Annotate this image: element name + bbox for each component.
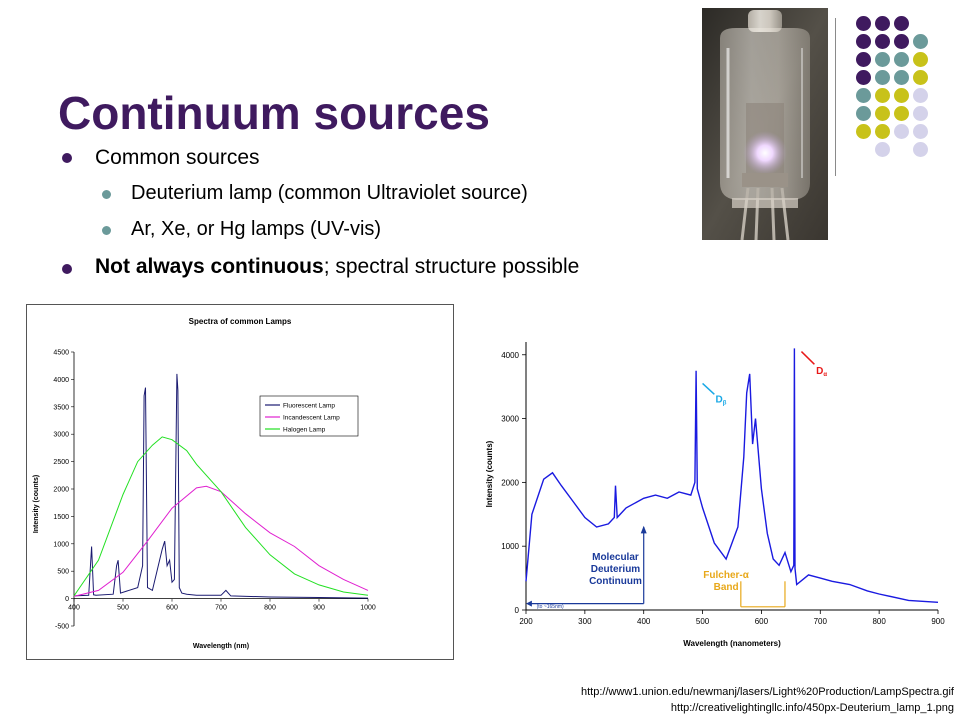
y-tick-label: 0 — [515, 606, 520, 615]
y-tick-label: 4000 — [53, 377, 69, 384]
annotation-arrow — [702, 382, 715, 395]
annotation-subscript: α — [823, 372, 827, 378]
bullet-not-continuous-rest: ; spectral structure possible — [323, 255, 580, 278]
annotation-subscript: β — [723, 401, 727, 407]
y-tick-label: 3500 — [53, 404, 69, 411]
lamp-spectra-chart: Spectra of common Lamps -500 0 500 1000 1500… — [26, 304, 454, 660]
annotation-fulcher: Band — [714, 582, 739, 593]
series-line-0 — [73, 373, 369, 599]
annotation-range-note: (to ~165nm) — [537, 604, 564, 610]
bullet-marker-icon — [62, 153, 72, 163]
series-line-0 — [525, 348, 939, 603]
source-url-2[interactable]: http://creativelightingllc.info/450px-De… — [670, 702, 954, 714]
y-tick-label: 1000 — [501, 542, 519, 551]
bullet-marker-icon — [102, 190, 111, 199]
y-axis-label: Intensity (counts) — [33, 475, 40, 533]
x-axis-label: Wavelength (nanometers) — [683, 639, 781, 648]
annotation-fulcher: Fulcher-α — [703, 570, 749, 581]
bullet-deuterium-lamp: Deuterium lamp (common Ultraviolet sourc… — [131, 182, 528, 204]
x-tick-label: 1000 — [360, 605, 376, 612]
legend-label: Incandescent Lamp — [283, 415, 340, 422]
y-tick-label: 0 — [65, 596, 69, 603]
y-tick-label: 3000 — [501, 415, 519, 424]
x-tick-label: 500 — [696, 617, 710, 626]
y-tick-label: -500 — [55, 624, 69, 631]
arrowhead-icon — [526, 600, 532, 607]
bullet-ar-xe-hg: Ar, Xe, or Hg lamps (UV-vis) — [131, 218, 382, 240]
annotation-continuum: Deuterium — [591, 564, 641, 575]
y-axis-label: Intensity (counts) — [485, 440, 494, 507]
y-tick-label: 1000 — [53, 541, 69, 548]
bullet-marker-icon — [62, 264, 72, 274]
annotation-d-beta: Dβ — [716, 395, 727, 407]
annotation-continuum: Continuum — [589, 576, 642, 587]
y-tick-label: 4500 — [53, 350, 69, 357]
x-tick-label: 300 — [578, 617, 592, 626]
bullet-not-continuous-bold: Not always continuous — [95, 255, 324, 278]
bullet-list: Common sources Deuterium lamp (common Ul… — [0, 0, 960, 300]
bullet-marker-icon — [102, 226, 111, 235]
annotation-arrow — [800, 351, 815, 365]
annotation-continuum: Molecular — [592, 552, 639, 563]
x-tick-label: 800 — [264, 605, 276, 612]
y-tick-label: 4000 — [501, 351, 519, 360]
plot-area — [74, 352, 368, 626]
y-tick-label: 500 — [57, 569, 69, 576]
divider-line — [835, 18, 836, 176]
x-tick-label: 200 — [519, 617, 533, 626]
source-url-1[interactable]: http://www1.union.edu/newmanj/lasers/Lig… — [581, 686, 954, 698]
x-tick-label: 700 — [215, 605, 227, 612]
x-tick-label: 600 — [166, 605, 178, 612]
x-tick-label: 500 — [117, 605, 129, 612]
x-tick-label: 900 — [313, 605, 325, 612]
x-tick-label: 900 — [931, 617, 945, 626]
chart-title: Spectra of common Lamps — [189, 317, 292, 326]
deuterium-spectrum-chart: 0 1000 2000 3000 4000 200 300 400 500 600 700 800 90… — [470, 332, 956, 654]
bullet-not-continuous: Not always continuous; spectral structur… — [95, 255, 579, 279]
slide-title: Continuum sources — [58, 87, 490, 139]
deuterium-lamp-photo — [702, 8, 828, 240]
x-tick-label: 700 — [814, 617, 828, 626]
x-tick-label: 800 — [872, 617, 886, 626]
x-tick-label: 400 — [637, 617, 651, 626]
bullet-common-sources: Common sources — [95, 146, 260, 169]
y-tick-label: 2000 — [53, 487, 69, 494]
x-tick-label: 600 — [755, 617, 769, 626]
y-tick-label: 3000 — [53, 432, 69, 439]
arrowhead-icon — [640, 525, 647, 534]
series-line-2 — [73, 436, 369, 597]
y-tick-label: 1500 — [53, 514, 69, 521]
series-line-1 — [73, 485, 369, 597]
x-tick-label: 400 — [68, 605, 80, 612]
annotation-d-alpha: Dα — [816, 366, 827, 378]
y-tick-label: 2500 — [53, 459, 69, 466]
legend-label: Fluorescent Lamp — [283, 403, 335, 410]
legend-label: Halogen Lamp — [283, 427, 326, 434]
chart-background — [470, 332, 956, 654]
y-tick-label: 2000 — [501, 478, 519, 487]
x-axis-label: Wavelength (nm) — [193, 643, 249, 650]
